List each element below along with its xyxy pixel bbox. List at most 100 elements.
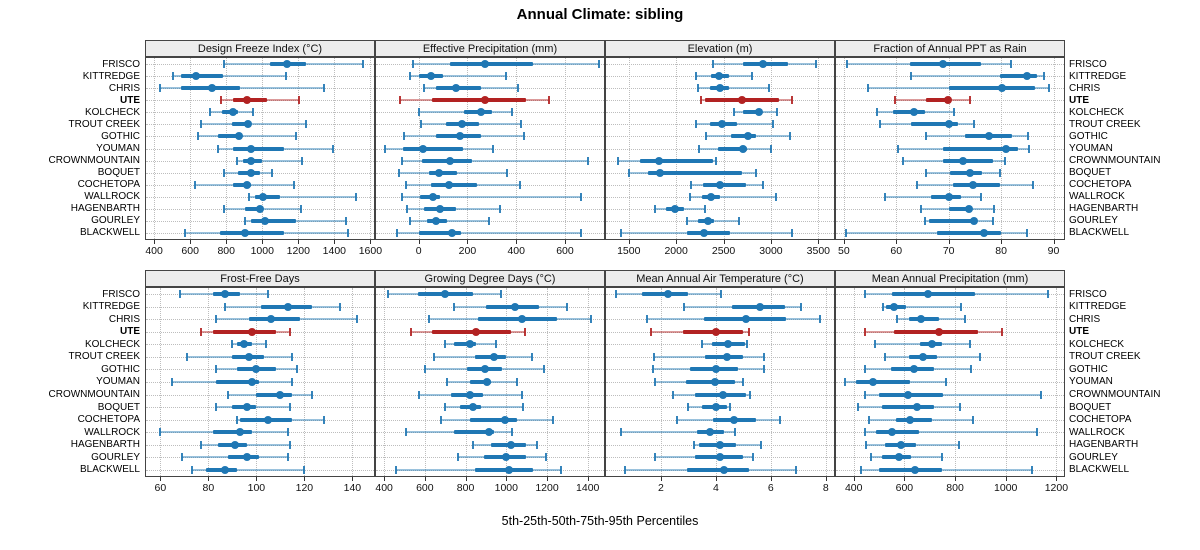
median-dot [943,96,952,105]
h-gridline [836,112,1064,114]
whisker-cap [222,168,225,177]
median-dot [465,340,474,349]
whisker-cap [1036,428,1039,437]
whisker-cap [915,180,918,189]
median-dot [916,315,925,324]
whisker-cap [653,204,656,213]
h-gridline [606,64,834,66]
percentile-range-25-75 [245,206,264,211]
whisker-cap [511,108,514,117]
h-gridline [606,112,834,114]
whisker-cap [920,204,923,213]
whisker-cap [267,290,270,299]
site-label-left: WALLROCK [84,426,140,438]
whisker-cap [284,72,287,81]
axis-tick-label: 140 [343,482,362,494]
axis-tick [904,477,906,481]
whisker-cap [883,352,886,361]
axis-tick-label: 1200 [535,482,559,494]
median-dot [468,403,477,412]
whisker-cap [676,415,679,424]
whisker-cap [294,132,297,141]
median-dot [945,192,954,201]
percentile-range-5-95 [159,87,325,90]
whisker-cap [523,327,526,336]
percentile-range-5-95 [173,75,286,78]
panel-growing-degree-days-c [375,287,605,477]
median-dot [715,72,723,81]
whisker-cap [498,204,501,213]
whisker-cap [339,302,342,311]
whisker-cap [687,403,690,412]
whisker-cap [433,352,436,361]
whisker-cap [760,440,763,449]
whisker-cap [893,96,896,105]
whisker-cap [401,192,404,201]
whisker-cap [552,415,555,424]
whisker-cap [310,390,313,399]
median-dot [711,327,720,336]
percentile-range-25-75 [876,430,920,435]
site-label-right: FRISCO [1069,58,1107,70]
median-dot [903,390,912,399]
whisker-cap [587,156,590,165]
median-dot [283,302,292,311]
axis-tick [955,477,957,481]
percentile-range-5-95 [200,123,306,126]
median-dot [192,72,201,81]
axis-tick [853,477,855,481]
median-dot [890,302,899,311]
h-gridline [836,76,1064,78]
median-dot [910,108,919,117]
median-dot [247,144,256,153]
whisker-cap [1048,84,1051,93]
h-gridline [146,407,374,409]
axis-tick-label: 1200 [1044,482,1069,494]
whisker-cap [701,340,704,349]
whisker-cap [972,415,975,424]
whisker-cap [703,204,706,213]
panel-header-growing-degree-days-c: Growing Degree Days (°C) [375,270,605,287]
percentile-range-25-75 [251,218,296,223]
whisker-cap [651,365,654,374]
whisker-cap [1028,144,1031,153]
h-gridline [146,136,374,138]
site-label-right: BLACKWELL [1069,227,1130,239]
whisker-cap [771,120,774,129]
site-label-right: CROWNMOUNTAIN [1069,155,1161,167]
whisker-cap [193,180,196,189]
median-dot [906,415,915,424]
site-label-right: BOQUET [1069,167,1112,179]
median-dot [242,403,251,412]
whisker-cap [627,168,630,177]
whisker-cap [699,96,702,105]
h-gridline [376,208,604,210]
whisker-cap [695,72,698,81]
median-dot [711,365,720,374]
percentile-range-5-95 [911,75,1044,78]
whisker-cap [883,192,886,201]
whisker-cap [683,302,686,311]
whisker-cap [750,72,753,81]
whisker-cap [979,352,982,361]
site-label-right: CROWNMOUNTAIN [1069,389,1161,401]
whisker-cap [733,108,736,117]
percentile-range-25-75 [949,206,972,211]
axis-tick-label: 4 [712,482,719,494]
median-dot [283,60,292,69]
whisker-cap [511,428,514,437]
whisker-cap [171,378,174,386]
median-dot [968,180,977,189]
panel-header-mean-annual-air-temperature-c: Mean Annual Air Temperature (°C) [605,270,835,287]
percentile-range-25-75 [1000,74,1037,79]
whisker-cap [296,365,299,374]
whisker-cap [865,440,868,449]
h-gridline [376,136,604,138]
whisker-cap [960,302,963,311]
median-dot [456,132,465,141]
axis-tick-label: 80 [202,482,215,494]
whisker-cap [685,216,688,225]
median-dot [471,327,480,336]
axis-tick [334,240,336,244]
